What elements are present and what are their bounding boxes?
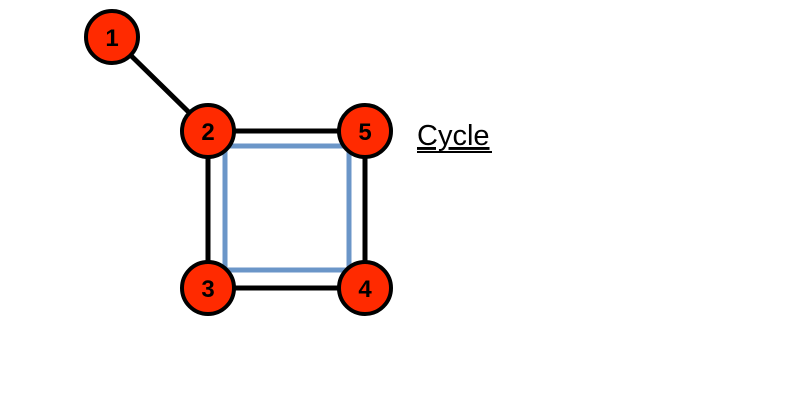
- node-4-circle: [337, 260, 393, 316]
- node-4-label: 4: [358, 276, 372, 303]
- node-2-label: 2: [201, 119, 214, 146]
- node-3-circle: [180, 260, 236, 316]
- node-3: 3: [180, 260, 236, 316]
- node-2-circle: [180, 103, 236, 159]
- node-1-circle: [84, 9, 140, 65]
- node-4: 4: [337, 260, 393, 316]
- node-2: 2: [180, 103, 236, 159]
- node-5: 5: [337, 103, 393, 159]
- node-3-label: 3: [201, 276, 214, 303]
- node-5-circle: [337, 103, 393, 159]
- node-1: 1: [84, 9, 140, 65]
- node-5-label: 5: [358, 119, 371, 146]
- cycle-highlight: [222, 143, 352, 273]
- cycle-label: Cycle: [417, 120, 490, 152]
- node-1-label: 1: [105, 25, 118, 52]
